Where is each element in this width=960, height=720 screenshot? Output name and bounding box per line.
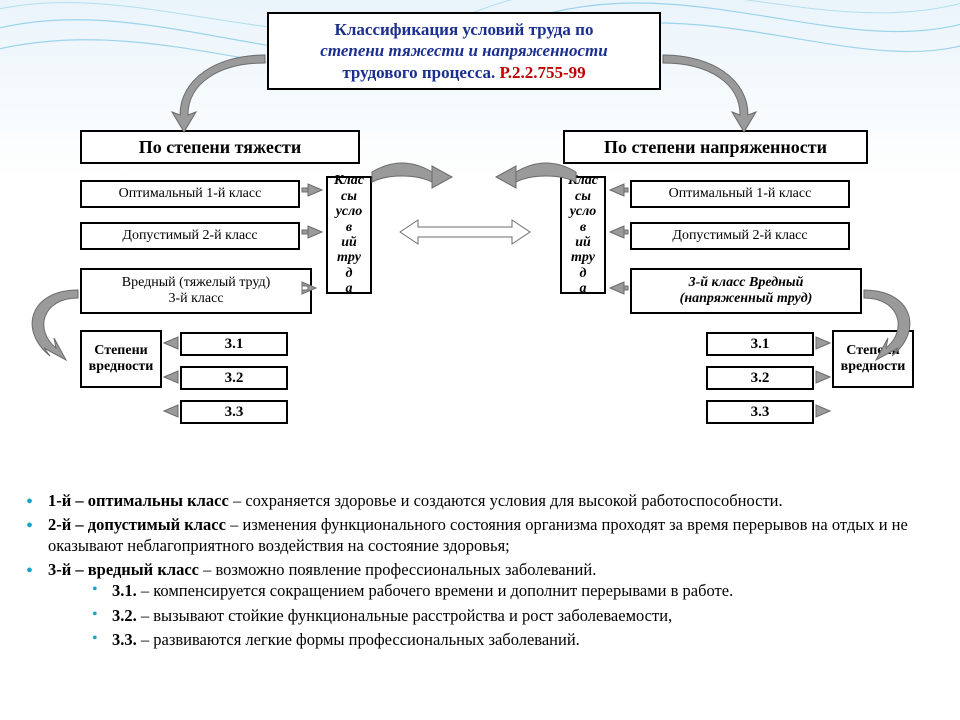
sub-bullet-1: 3.1. – компенсируется сокращением рабоче… — [108, 580, 940, 601]
bullet-3: 3-й – вредный класс – возможно появление… — [44, 559, 940, 649]
right-class-3-line1: 3-й класс Вредный — [689, 275, 804, 291]
classes-label-right: Клас сы услов ий труд а — [560, 176, 606, 294]
left-class-3-line2: 3-й класс — [168, 291, 223, 307]
bullet-1: 1-й – оптимальны класс – сохраняется здо… — [44, 490, 940, 511]
right-class-1: Оптимальный 1-й класс — [630, 180, 850, 208]
severity-label-left: Степени вредности — [80, 330, 162, 388]
slide: Классификация условий труда по степени т… — [0, 0, 960, 720]
sub-bullet-2: 3.2. – вызывают стойкие функциональные р… — [108, 605, 940, 626]
header-right: По степени напряженности — [563, 130, 868, 164]
left-class-1: Оптимальный 1-й класс — [80, 180, 300, 208]
classes-label-left: Клас сы услов ий труд а — [326, 176, 372, 294]
header-left: По степени тяжести — [80, 130, 360, 164]
left-sub-1: 3.1 — [180, 332, 288, 356]
right-sub-2: 3.2 — [706, 366, 814, 390]
right-sub-1: 3.1 — [706, 332, 814, 356]
title-line1: Классификация условий труда по — [335, 20, 594, 39]
title-line3b: Р.2.2.755-99 — [499, 63, 585, 82]
title-line2: степени тяжести и напряженности — [320, 41, 607, 60]
left-sub-2: 3.2 — [180, 366, 288, 390]
right-class-3: 3-й класс Вредный (напряженный труд) — [630, 268, 862, 314]
severity-label-right: Степени вредности — [832, 330, 914, 388]
left-class-2: Допустимый 2-й класс — [80, 222, 300, 250]
right-class-3-line2: (напряженный труд) — [680, 291, 813, 307]
title-box: Классификация условий труда по степени т… — [267, 12, 661, 90]
right-sub-3: 3.3 — [706, 400, 814, 424]
bullet-text: 1-й – оптимальны класс – сохраняется здо… — [20, 490, 940, 653]
left-class-3-line1: Вредный (тяжелый труд) — [122, 275, 271, 291]
left-sub-3: 3.3 — [180, 400, 288, 424]
right-class-2: Допустимый 2-й класс — [630, 222, 850, 250]
sub-bullet-3: 3.3. – развиваются легкие формы професси… — [108, 629, 940, 650]
title-line3a: трудового процесса. — [342, 63, 499, 82]
left-class-3: Вредный (тяжелый труд) 3-й класс — [80, 268, 312, 314]
bullet-2: 2-й – допустимый класс – изменения функц… — [44, 514, 940, 556]
